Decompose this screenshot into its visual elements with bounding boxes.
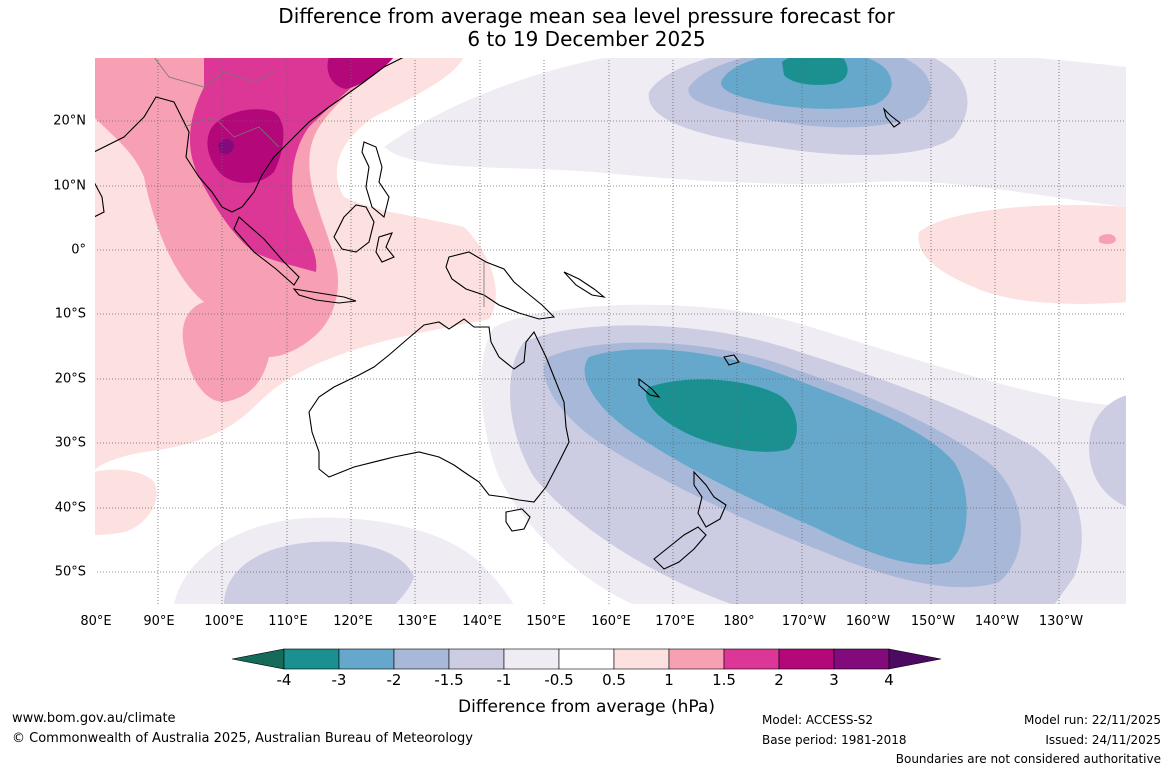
india-coastline xyxy=(94,181,105,218)
lon-label-120e: 120°E xyxy=(333,614,373,629)
new-zealand-south-island xyxy=(653,526,707,570)
model-name: Model: ACCESS-S2 xyxy=(762,713,874,727)
legend-tick: 4 xyxy=(884,671,894,689)
java-coastline xyxy=(292,288,357,304)
lon-label-130e: 130°E xyxy=(397,614,437,629)
lon-label-80e: 80°E xyxy=(80,614,112,629)
legend-tick: -3 xyxy=(331,671,347,689)
legend-swatch xyxy=(558,648,615,670)
legend-swatch xyxy=(613,648,670,670)
legend-tick: 1.5 xyxy=(712,671,736,689)
fiji-coastline xyxy=(723,354,740,366)
borneo-coastline xyxy=(333,204,375,253)
lon-label-130w: 130°W xyxy=(1038,614,1084,629)
sulawesi-coastline xyxy=(375,232,395,263)
legend-swatch xyxy=(778,648,835,670)
lon-label-150e: 150°E xyxy=(526,614,566,629)
map-title: Difference from average mean sea level p… xyxy=(0,5,1173,51)
tasmania-coastline xyxy=(505,508,531,532)
legend-tick: 3 xyxy=(829,671,839,689)
philippines-coastline xyxy=(361,141,390,218)
new-caledonia-coastline xyxy=(638,377,661,398)
australia-coastline xyxy=(308,318,570,503)
legend-tick: -1.5 xyxy=(434,671,464,689)
lat-label-10s: 10°S xyxy=(54,306,86,322)
lat-label-40s: 40°S xyxy=(54,500,86,516)
legend-tick: 2 xyxy=(774,671,784,689)
lon-label-150w: 150°W xyxy=(910,614,956,629)
legend-arrow-low xyxy=(232,648,285,670)
base-period: Base period: 1981-2018 xyxy=(762,733,907,747)
lon-label-140w: 140°W xyxy=(974,614,1020,629)
contour-so-minus-1 xyxy=(224,541,414,605)
contour-east-minus-1 xyxy=(1089,395,1127,507)
legend-swatch xyxy=(338,648,395,670)
title-line-2: 6 to 19 December 2025 xyxy=(467,27,706,51)
legend-swatch xyxy=(393,648,450,670)
lon-label-100e: 100°E xyxy=(204,614,244,629)
legend-swatch xyxy=(723,648,780,670)
lon-label-170w: 170°W xyxy=(781,614,827,629)
graticule xyxy=(94,57,1127,605)
legend-swatch xyxy=(833,648,890,670)
legend-tick: 0.5 xyxy=(602,671,626,689)
coastlines xyxy=(94,57,901,570)
legend-tick: -0.5 xyxy=(544,671,574,689)
positive-anomaly-layers xyxy=(94,57,1127,535)
lon-label-160w: 160°W xyxy=(845,614,891,629)
legend-tick: -2 xyxy=(386,671,402,689)
issued-date: Issued: 24/11/2025 xyxy=(1045,733,1161,747)
legend-swatch xyxy=(448,648,505,670)
map-frame xyxy=(94,57,1127,605)
lon-label-90e: 90°E xyxy=(143,614,175,629)
legend-swatch xyxy=(503,648,560,670)
legend-title: Difference from average (hPa) xyxy=(458,697,715,717)
new-zealand-north-island xyxy=(693,470,727,528)
contour-ep-plus-1 xyxy=(1099,234,1116,245)
lat-label-30s: 30°S xyxy=(54,435,86,451)
hawaii-coastline xyxy=(882,107,901,128)
asia-mainland-coastline xyxy=(94,57,405,213)
country-borders xyxy=(153,57,485,307)
pressure-anomaly-map xyxy=(94,57,1127,605)
legend-tick: 1 xyxy=(664,671,674,689)
boundaries-disclaimer: Boundaries are not considered authoritat… xyxy=(895,752,1161,766)
lat-label-50s: 50°S xyxy=(54,564,86,580)
solomons-coastline xyxy=(563,271,606,298)
sumatra-coastline xyxy=(233,216,300,286)
copyright-text: © Commonwealth of Australia 2025, Austra… xyxy=(12,731,473,746)
contour-asia-plus-2-north xyxy=(327,57,394,89)
lat-label-0: 0° xyxy=(71,242,86,258)
lon-label-160e: 160°E xyxy=(591,614,631,629)
colorbar-legend xyxy=(232,648,942,670)
contour-asia-plus-2 xyxy=(207,109,284,183)
new-guinea-coastline xyxy=(445,251,556,320)
lat-label-10n: 10°N xyxy=(53,178,86,194)
legend-tick: -4 xyxy=(276,671,292,689)
legend-arrow-high xyxy=(888,648,942,670)
contour-sp-minus-3 xyxy=(645,379,797,452)
contour-wio-plus-0.5 xyxy=(94,469,157,535)
lon-label-180: 180° xyxy=(723,614,755,629)
legend-swatch xyxy=(283,648,340,670)
contour-ep-plus-0.5 xyxy=(918,205,1127,304)
lat-label-20n: 20°N xyxy=(53,113,86,129)
lon-label-110e: 110°E xyxy=(268,614,308,629)
model-run-date: Model run: 22/11/2025 xyxy=(1023,713,1161,727)
legend-swatch xyxy=(668,648,725,670)
lat-label-20s: 20°S xyxy=(54,371,86,387)
lon-label-140e: 140°E xyxy=(462,614,502,629)
lon-label-170e: 170°E xyxy=(655,614,695,629)
website-link[interactable]: www.bom.gov.au/climate xyxy=(12,711,176,726)
title-line-1: Difference from average mean sea level p… xyxy=(278,4,895,28)
contour-np-minus-3 xyxy=(782,57,848,85)
legend-tick: -1 xyxy=(496,671,512,689)
